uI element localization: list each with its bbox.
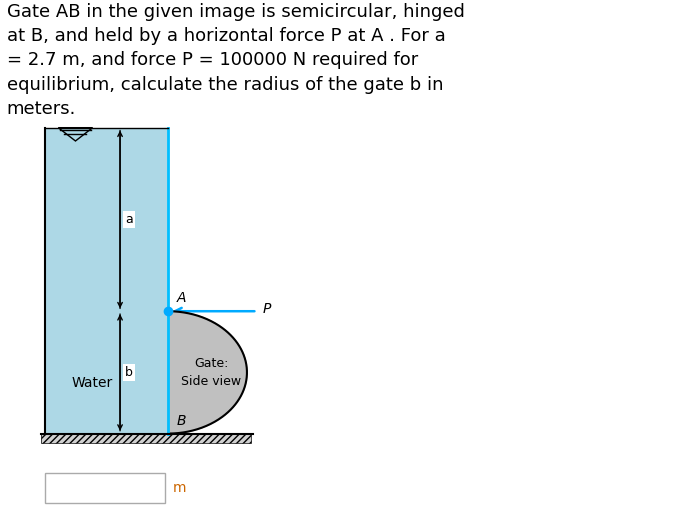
Text: Gate:
Side view: Gate: Side view — [181, 357, 241, 388]
Text: m: m — [173, 481, 187, 495]
Polygon shape — [168, 311, 247, 434]
Text: a: a — [125, 213, 133, 226]
Bar — [41, 434, 250, 443]
Text: Gate AB in the given image is semicircular, hinged
at B, and held by a horizonta: Gate AB in the given image is semicircul… — [7, 3, 464, 118]
Bar — [45, 128, 168, 434]
Bar — [45, 473, 165, 503]
Text: Water: Water — [72, 376, 113, 390]
Text: B: B — [176, 414, 186, 428]
Text: P: P — [263, 302, 271, 315]
Text: A: A — [176, 291, 186, 305]
Bar — [41, 434, 250, 443]
Text: b: b — [125, 366, 133, 379]
